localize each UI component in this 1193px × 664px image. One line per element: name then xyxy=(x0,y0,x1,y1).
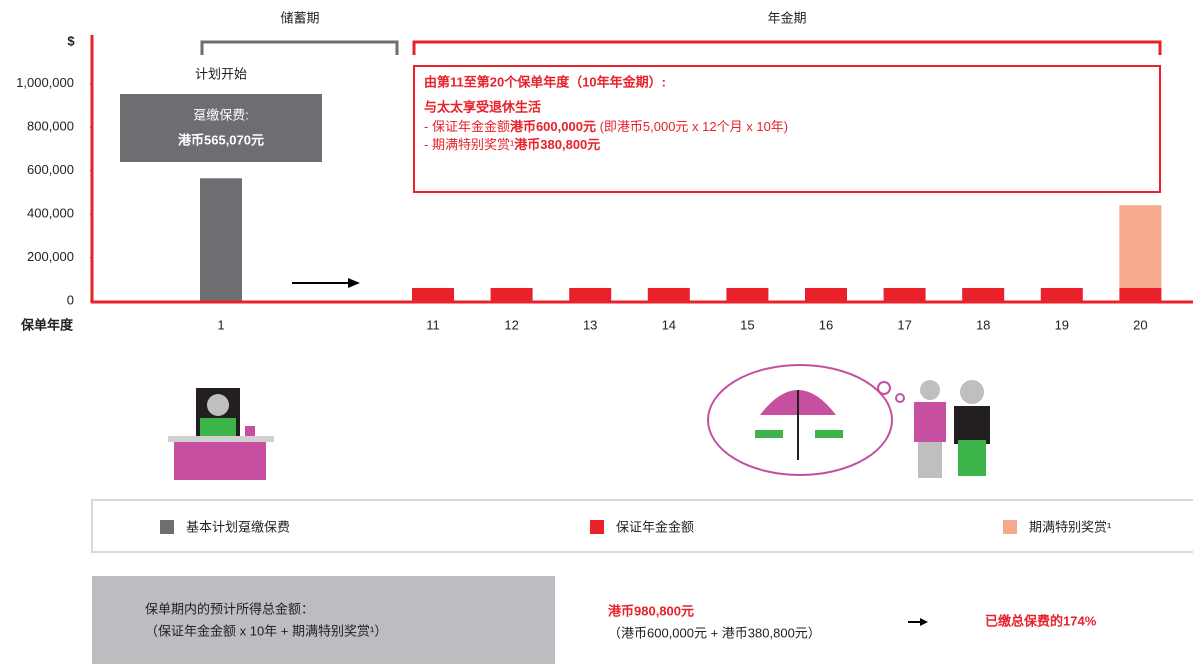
savings-bracket xyxy=(200,40,399,55)
y-tick-label: 400,000 xyxy=(27,206,74,221)
y-tick-label: 800,000 xyxy=(27,119,74,134)
x-axis-label: 保单年度 xyxy=(20,317,74,332)
retirement-illustration xyxy=(707,364,990,478)
bar xyxy=(412,287,454,301)
legend: 基本计划趸缴保费 保证年金金额 期满特别奖赏¹ xyxy=(160,519,1112,534)
y-tick-label: 1,000,000 xyxy=(16,75,74,90)
bars xyxy=(200,178,1162,301)
x-tick-label: 19 xyxy=(1055,317,1069,332)
text: 港币380,800元 xyxy=(514,137,600,152)
annuity-box xyxy=(413,65,1161,193)
x-tick-label: 11 xyxy=(426,317,440,332)
y-tick-label: 600,000 xyxy=(27,162,74,177)
start-label: 计划开始 xyxy=(195,66,247,81)
legend-box xyxy=(91,499,1193,553)
premium-label: 趸缴保费: xyxy=(193,107,249,122)
premium-amount: 港币565,070元 xyxy=(178,132,264,147)
legend-swatch xyxy=(1003,520,1017,534)
annuity-heading: 由第11至第20个保单年度（10年年金期）: xyxy=(424,74,666,89)
x-tick-label: 1 xyxy=(217,317,224,332)
arrow-head xyxy=(920,618,928,626)
text: - 保证年金金额 xyxy=(424,119,510,134)
annuity-subheading: 与太太享受退休生活 xyxy=(424,99,541,114)
period-label: 储蓄期 xyxy=(280,10,319,25)
annuity-bracket xyxy=(412,40,1162,55)
summary-ratio: 已缴总保费的174% xyxy=(985,613,1097,628)
period-label: 年金期 xyxy=(767,10,806,25)
text: (即港币5,000元 x 12个月 x 10年) xyxy=(596,119,788,134)
bar xyxy=(726,287,769,301)
y-tick-label: 0 xyxy=(67,292,74,307)
x-tick-label: 17 xyxy=(897,317,911,332)
bar xyxy=(962,287,1005,301)
x-tick-label: 20 xyxy=(1133,317,1147,332)
x-tick-label: 12 xyxy=(504,317,518,332)
bar xyxy=(569,287,612,301)
bar xyxy=(490,287,533,301)
x-tick-label: 14 xyxy=(662,317,676,332)
legend-label: 期满特别奖赏¹ xyxy=(1029,519,1112,534)
bar xyxy=(1040,287,1083,301)
summary-breakdown: （港币600,000元 + 港币380,800元） xyxy=(608,625,821,640)
text: - 期满特别奖赏¹ xyxy=(424,137,515,152)
x-tick-label: 18 xyxy=(976,317,990,332)
y-tick-label: 200,000 xyxy=(27,249,74,264)
annuity-item: - 保证年金金额港币600,000元 (即港币5,000元 x 12个月 x 1… xyxy=(424,119,788,134)
bar xyxy=(883,287,926,301)
x-tick-label: 15 xyxy=(740,317,754,332)
legend-label: 基本计划趸缴保费 xyxy=(186,519,290,534)
premium-box xyxy=(120,94,322,162)
legend-label: 保证年金金额 xyxy=(616,519,694,534)
summary-total: 港币980,800元 xyxy=(608,603,694,618)
legend-swatch xyxy=(160,520,174,534)
office-illustration xyxy=(168,388,274,480)
legend-swatch xyxy=(590,520,604,534)
text: 港币600,000元 xyxy=(510,119,596,134)
annuity-item: - 期满特别奖赏¹港币380,800元 xyxy=(424,137,600,152)
bar xyxy=(200,178,242,301)
x-tick-label: 16 xyxy=(819,317,833,332)
arrow-head xyxy=(348,278,360,288)
x-tick-label: 13 xyxy=(583,317,597,332)
bar xyxy=(647,287,690,301)
bar xyxy=(805,287,847,301)
summary-label: （保证年金金额 x 10年 + 期满特别奖赏¹） xyxy=(145,623,387,638)
bar xyxy=(1119,205,1162,288)
summary-label: 保单期内的预计所得总金额： xyxy=(145,601,314,616)
bar xyxy=(1119,287,1162,301)
y-unit: $ xyxy=(67,33,75,48)
summary-box xyxy=(92,576,555,664)
